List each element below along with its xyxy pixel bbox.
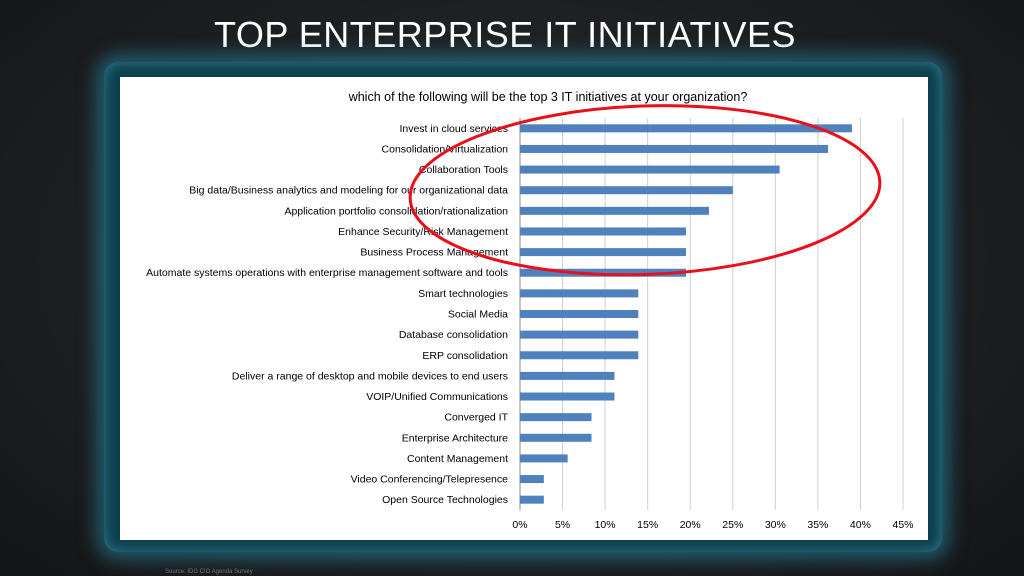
x-tick-label: 25% xyxy=(722,519,743,531)
category-label: Automate systems operations with enterpr… xyxy=(146,267,508,279)
bar xyxy=(520,310,639,318)
x-tick-label: 40% xyxy=(850,519,871,531)
category-label: Invest in cloud services xyxy=(399,123,508,135)
x-tick-label: 0% xyxy=(512,519,527,531)
category-label: Open Source Technologies xyxy=(382,494,508,506)
bar xyxy=(520,392,615,401)
category-label: Enterprise Architecture xyxy=(402,432,508,444)
category-label: Video Conferencing/Telepresence xyxy=(351,474,509,486)
bar xyxy=(520,289,639,298)
bar xyxy=(520,227,686,236)
bar xyxy=(520,248,686,257)
category-labels: Invest in cloud services Consolidation/Vi… xyxy=(146,123,508,506)
chart-panel: which of the following will be the top 3… xyxy=(120,77,928,540)
category-label: Converged IT xyxy=(444,412,508,424)
bar xyxy=(520,186,733,195)
bar xyxy=(520,165,780,174)
bar xyxy=(520,454,568,463)
x-tick-label: 45% xyxy=(892,519,913,531)
x-tick-label: 35% xyxy=(807,519,828,531)
category-label: ERP consolidation xyxy=(422,350,508,362)
x-tick-label: 10% xyxy=(595,519,616,531)
x-tick-label: 30% xyxy=(765,519,786,531)
chart-title: which of the following will be the top 3… xyxy=(348,90,748,104)
bars xyxy=(520,124,852,504)
bar xyxy=(520,475,544,484)
bar xyxy=(520,268,686,277)
x-tick-label: 15% xyxy=(637,519,658,531)
category-label: VOIP/Unified Communications xyxy=(366,391,508,403)
bar xyxy=(520,413,592,422)
x-tick-label: 20% xyxy=(680,519,701,531)
category-label: Deliver a range of desktop and mobile de… xyxy=(232,370,508,382)
bar xyxy=(520,433,592,442)
x-axis-ticks: 0% 5% 10% 15% 20% 25% 30% 35% 40% 45% xyxy=(512,519,913,531)
bar-chart: which of the following will be the top 3… xyxy=(146,90,913,531)
x-tick-label: 5% xyxy=(555,519,570,531)
bar xyxy=(520,206,709,215)
highlight-ellipse xyxy=(408,104,882,277)
category-label: Collaboration Tools xyxy=(419,164,508,176)
category-label: Content Management xyxy=(407,453,508,465)
category-label: Application portfolio consolidation/rati… xyxy=(284,205,508,217)
category-label: Consolidation/Virtualization xyxy=(382,143,509,155)
category-label: Business Process Management xyxy=(360,247,508,259)
bar xyxy=(520,124,852,133)
category-label: Social Media xyxy=(448,309,508,321)
bar xyxy=(520,371,615,380)
bar xyxy=(520,495,544,504)
category-label: Enhance Security/Risk Management xyxy=(338,226,508,238)
bar xyxy=(520,330,639,339)
category-label: Database consolidation xyxy=(399,329,508,341)
bar xyxy=(520,144,829,153)
category-label: Smart technologies xyxy=(418,288,508,300)
bar xyxy=(520,351,639,360)
category-label: Big data/Business analytics and modeling… xyxy=(189,185,508,197)
slide-title: TOP ENTERPRISE IT INITIATIVES xyxy=(214,14,796,55)
source-note: Source: IDG CIO Agenda Survey xyxy=(165,569,253,575)
